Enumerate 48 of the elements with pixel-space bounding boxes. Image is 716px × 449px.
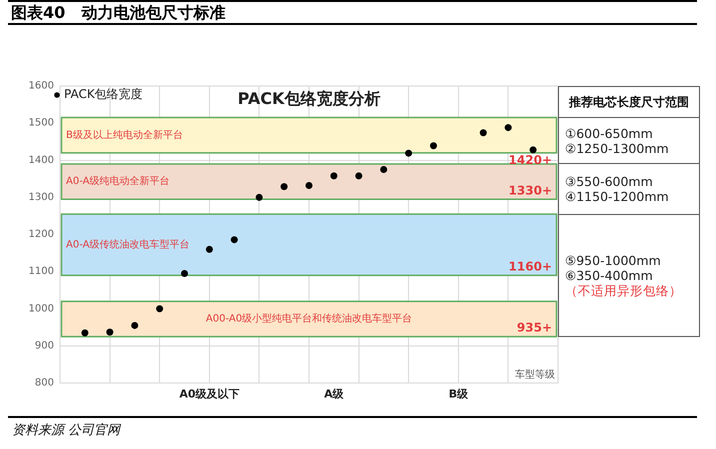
point [256, 194, 263, 201]
y-tick-label: 1600 [28, 80, 54, 92]
annotation: 1160+ [508, 259, 552, 274]
y-tick-label: 1300 [28, 192, 54, 203]
point [131, 322, 138, 329]
point [280, 183, 288, 190]
point [355, 172, 362, 180]
annotation: 1330+ [508, 183, 552, 198]
category-label: ①600-650mm ②1250-1300mm [565, 126, 669, 156]
x-axis-title: 车型等级 [515, 368, 555, 381]
band-label: B级及以上纯电动全新平台 [66, 128, 183, 141]
y-tick-label: 1200 [28, 229, 54, 240]
y-tick-label: 900 [34, 340, 54, 352]
band-label: A00-A0级小型纯电平台和传统油改电车型平台 [206, 312, 412, 325]
point [81, 329, 88, 336]
x-tick-label: B级 [448, 387, 470, 400]
chart-subtitle: PACK包络宽度分析 [238, 89, 380, 108]
annotation: 1420+ [508, 152, 552, 167]
y-tick-label: 1500 [28, 118, 54, 129]
x-tick-label: A级 [324, 387, 345, 400]
x-tick-label: A0级及以下 [179, 387, 240, 400]
y-tick-label: 1400 [28, 154, 54, 166]
legend-label: PACK包络宽度 [64, 87, 143, 102]
point [181, 270, 188, 277]
point [405, 150, 412, 157]
text: 推荐电芯长度尺寸范围 [569, 94, 689, 111]
point [430, 142, 437, 150]
text: （不适用异形包络） [565, 282, 682, 298]
point [504, 124, 512, 132]
point [230, 236, 238, 244]
y-tick-label: 800 [34, 378, 54, 389]
point [106, 328, 114, 336]
band-label: A0-A级传统油改电车型平台 [66, 238, 190, 250]
point [480, 129, 487, 136]
annotation: 935+ [516, 320, 552, 335]
y-tick-label: 1100 [28, 266, 54, 278]
point [206, 246, 213, 253]
category-label: ③550-600mm ④1150-1200mm [565, 174, 669, 204]
point [530, 146, 537, 154]
point [330, 172, 338, 180]
point [380, 166, 388, 174]
band-label: A0-A级纯电动全新平台 [66, 175, 170, 188]
text: 资料来源 公司官网 [12, 423, 120, 439]
point [306, 182, 312, 189]
point [156, 305, 164, 312]
y-tick-label: 1000 [28, 303, 54, 314]
chart-title: 图表40 动力电池包尺寸标准 [11, 3, 226, 22]
category-label: ⑤950-1000mm ⑥350-400mm [565, 252, 661, 283]
